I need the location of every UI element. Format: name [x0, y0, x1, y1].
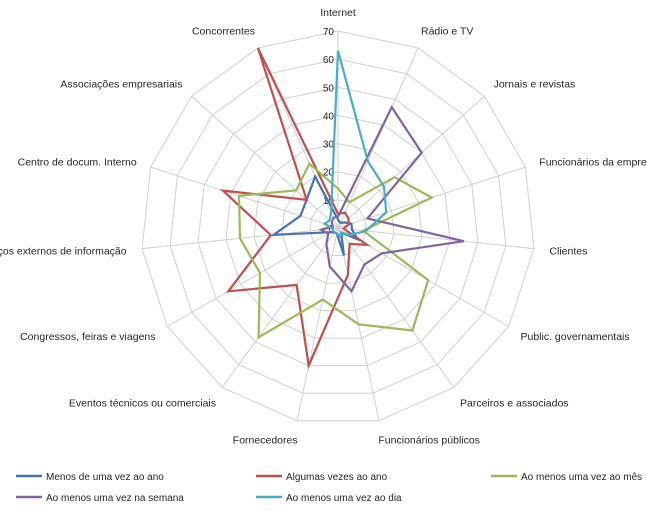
- axis-label-8: Fornecedores: [233, 434, 298, 446]
- axis-label-9: Eventos técnicos ou comerciais: [69, 398, 216, 410]
- axis-label-11: Serviços externos de informação: [0, 246, 127, 258]
- tick-label-40: 40: [323, 111, 335, 122]
- spoke-13: [191, 95, 339, 229]
- tick-label-30: 30: [323, 140, 335, 151]
- axis-label-4: Clientes: [549, 246, 587, 258]
- tick-label-70: 70: [323, 27, 335, 38]
- spoke-6: [337, 227, 455, 388]
- spoke-8: [296, 227, 339, 421]
- series-line-1: [219, 47, 372, 370]
- radar-axis-labels: Internet Rádio e TV Jornais e revistas Func…: [0, 7, 647, 446]
- legend-label-3: Ao menos uma vez na semana: [46, 493, 184, 504]
- grid-ring-50: [197, 86, 479, 367]
- axis-label-13: Associações empresariais: [60, 79, 182, 91]
- series-line-4: [322, 50, 388, 239]
- legend-label-0: Menos de uma vez ao ano: [46, 472, 164, 483]
- tick-label-50: 50: [323, 83, 335, 94]
- legend-label-1: Algumas vezes ao ano: [286, 472, 388, 483]
- series-line-2: [237, 161, 435, 340]
- grid-ring-70: [141, 30, 535, 422]
- axis-label-3: Funcionários da empresa: [539, 156, 647, 168]
- axis-label-0: Internet: [320, 7, 356, 19]
- spoke-1: [337, 47, 419, 229]
- spoke-10: [167, 227, 339, 327]
- spoke-9: [221, 227, 339, 388]
- grid-ring-60: [169, 58, 507, 394]
- legend-label-2: Ao menos uma vez ao mês: [521, 472, 642, 483]
- axis-label-7: Funcionários públicos: [378, 434, 480, 446]
- legend-label-4: Ao menos uma vez ao dia: [286, 493, 402, 504]
- axis-label-2: Jornais e revistas: [494, 79, 576, 91]
- grid-ring-10: [309, 199, 367, 256]
- axis-label-6: Parceiros e associados: [460, 398, 569, 410]
- chart-legend: Menos de uma vez ao ano Algumas vezes ao …: [16, 472, 642, 504]
- spoke-4: [337, 227, 534, 250]
- radar-series: [219, 47, 465, 370]
- series-line-3: [318, 104, 465, 294]
- tick-label-60: 60: [323, 55, 335, 66]
- tick-label-20: 20: [323, 168, 335, 179]
- spoke-12: [150, 166, 339, 229]
- tick-label-0: 0: [328, 224, 334, 235]
- axis-label-10: Congressos, feiras e viagens: [20, 331, 155, 343]
- axis-label-1: Rádio e TV: [421, 26, 473, 38]
- radar-grid: [141, 30, 535, 422]
- axis-label-12: Centro de docum. Interno: [18, 156, 137, 168]
- axis-label-14: Concorrentes: [192, 26, 255, 38]
- spoke-2: [337, 95, 485, 229]
- grid-ring-40: [225, 114, 451, 339]
- axis-label-5: Public. governamentais: [521, 331, 630, 343]
